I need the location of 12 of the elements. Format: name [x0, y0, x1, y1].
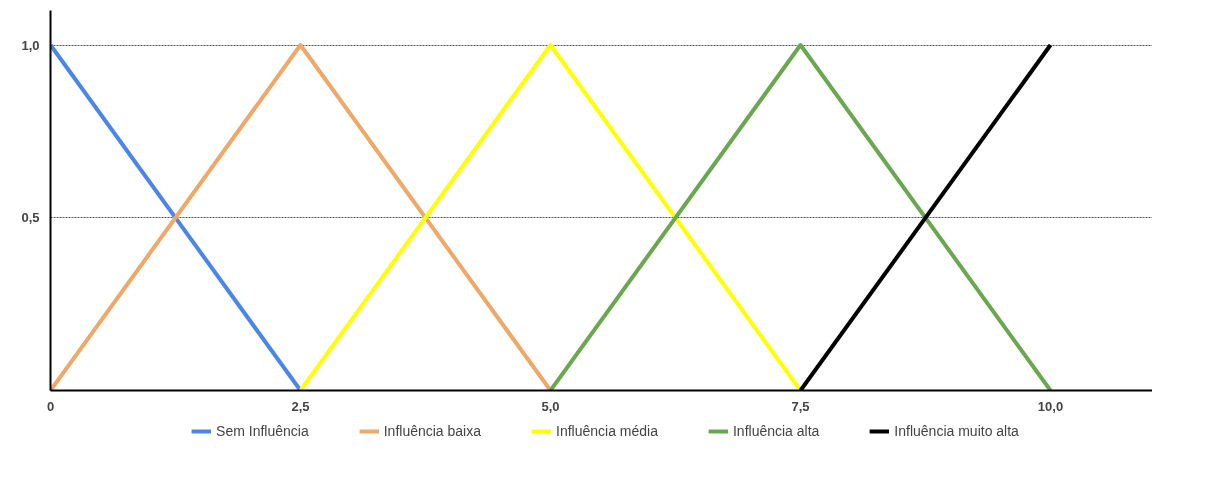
x-tick-label: 5,0: [541, 398, 560, 414]
legend-label: Influência muito alta: [894, 423, 1019, 439]
legend-label: Influência alta: [732, 423, 820, 439]
legend-label: Sem Influência: [216, 423, 309, 439]
legend-label: Influência baixa: [383, 423, 482, 439]
x-tick-label: 10,0: [1037, 398, 1064, 414]
x-tick-label: 0: [46, 398, 55, 414]
legend-label: Influência média: [556, 423, 658, 439]
y-tick-label: 0,5: [21, 210, 40, 226]
y-tick-label: 1,0: [21, 37, 40, 53]
x-tick-label: 7,5: [791, 398, 810, 414]
x-tick-label: 2,5: [291, 398, 310, 414]
